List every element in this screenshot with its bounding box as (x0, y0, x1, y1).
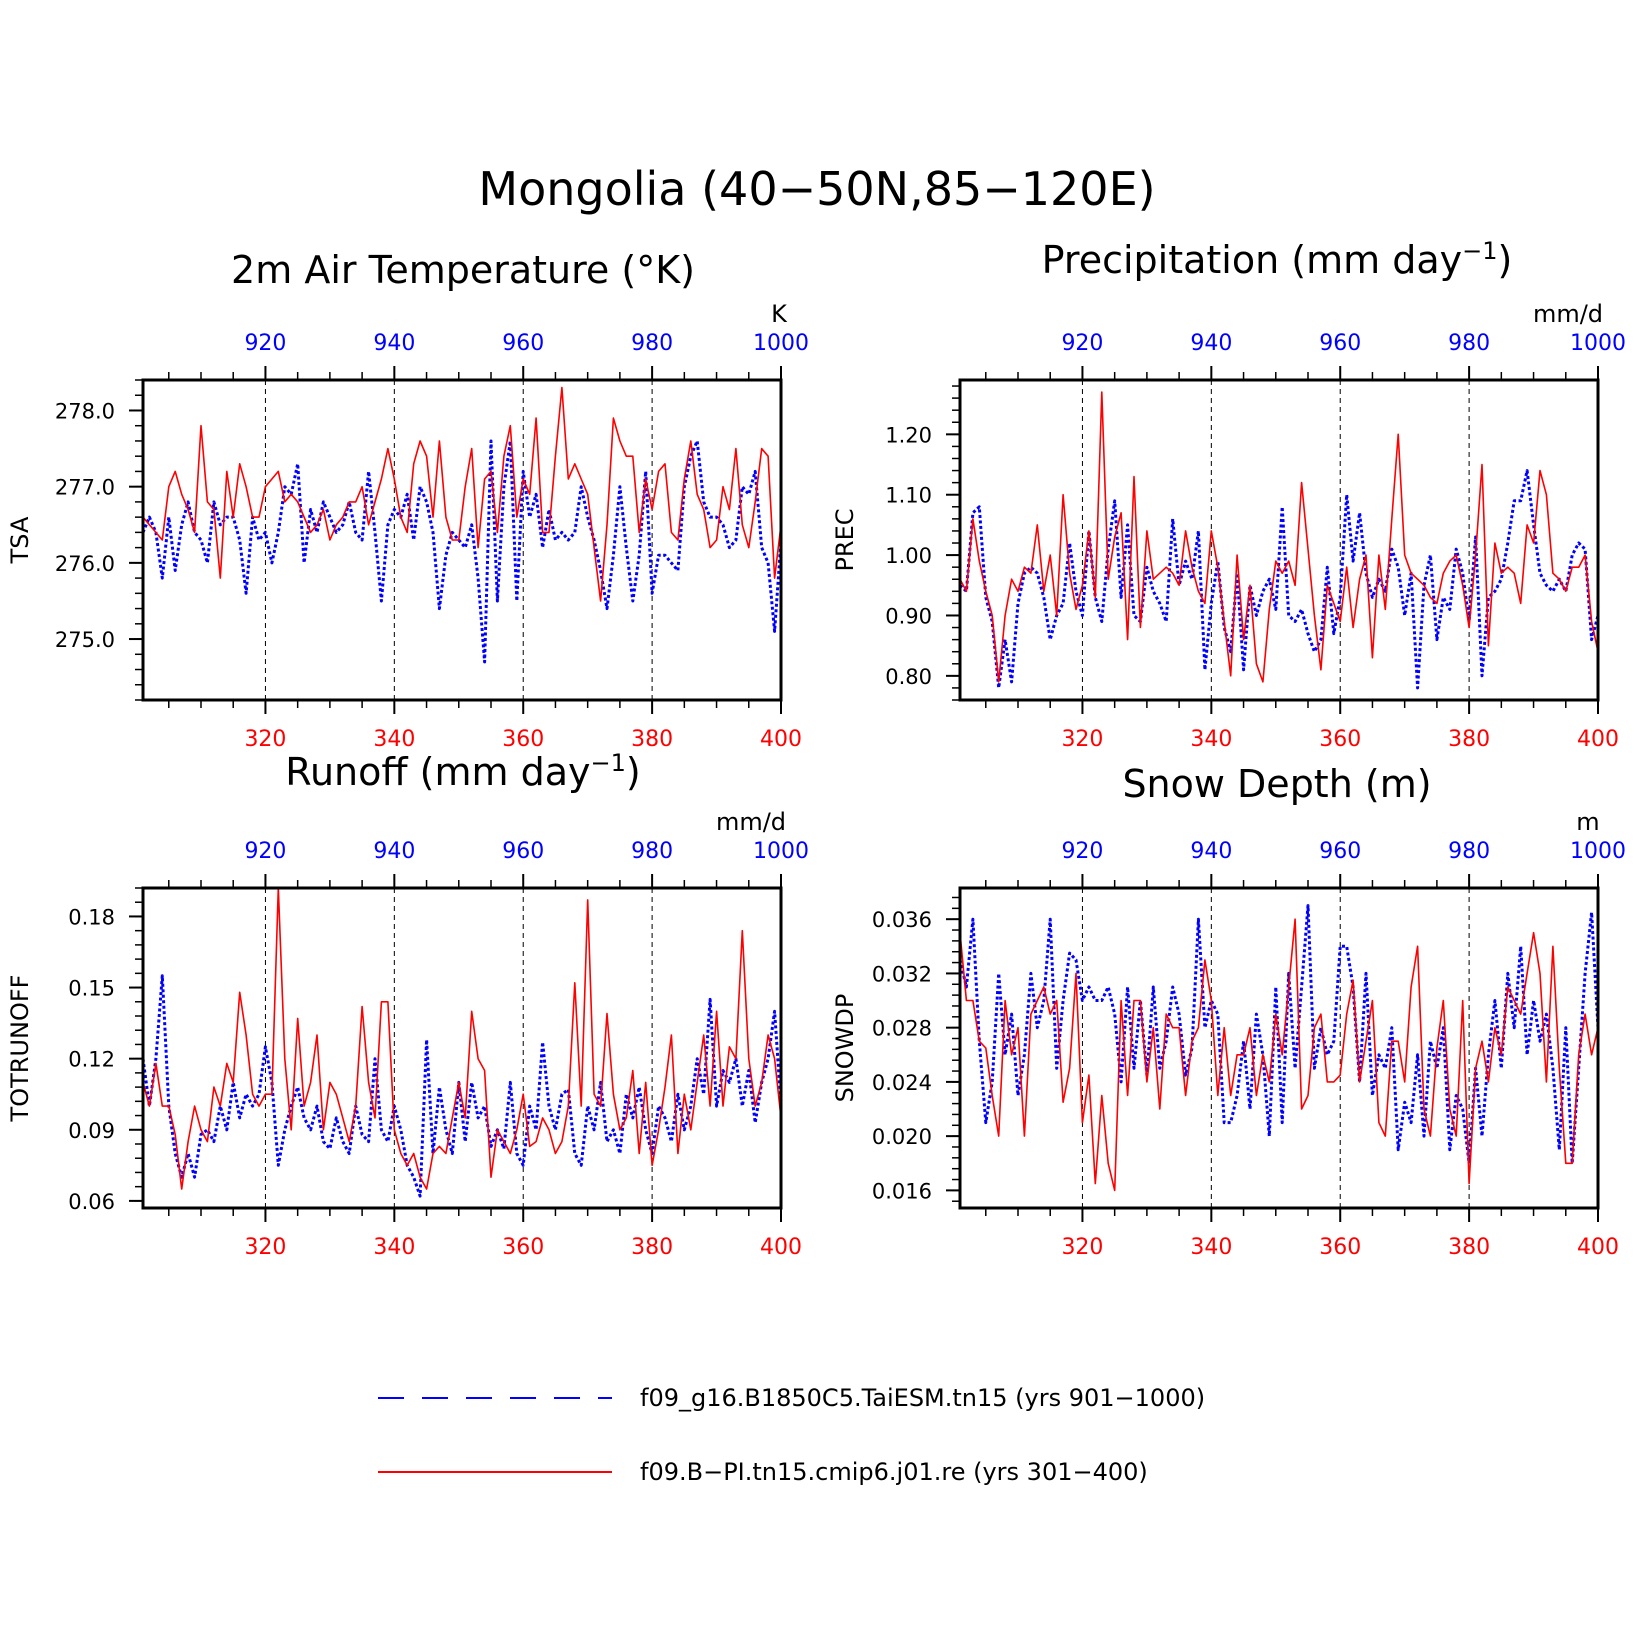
legend: f09_g16.B1850C5.TaiESM.tn15 (yrs 901−100… (378, 1384, 1205, 1486)
y-tick-label: 0.18 (68, 905, 115, 929)
units-label: K (771, 300, 788, 328)
x-tick-label-top: 920 (1061, 839, 1103, 864)
x-tick-label-bottom: 400 (760, 1235, 802, 1260)
panels: 2m Air Temperature (°K) 320 340 360 380 400 92… (6, 237, 1626, 1260)
title-suffix: ) (1498, 238, 1513, 282)
x-tick-label-bottom: 340 (1190, 1235, 1232, 1260)
x-tick-label-top: 940 (373, 839, 415, 864)
series-line-blue (958, 469, 1600, 690)
x-tick-label-top: 1000 (1570, 839, 1626, 864)
series-line-red (142, 887, 782, 1190)
y-tick-label: 0.028 (872, 1017, 932, 1041)
y-tick-label: 275.0 (55, 628, 115, 652)
series-line-blue (958, 904, 1600, 1165)
series-line-blue (141, 974, 783, 1198)
x-tick-label-top: 940 (1190, 839, 1232, 864)
x-tick-label-bottom: 360 (1319, 727, 1361, 752)
plot-frame (141, 886, 783, 1210)
y-tick-label: 0.06 (68, 1190, 115, 1214)
x-tick-label-top: 920 (244, 839, 286, 864)
y-tick-label: 1.20 (885, 423, 932, 447)
series-line-red (959, 918, 1599, 1192)
title-superscript: −1 (1462, 237, 1497, 265)
x-tick-label-bottom: 360 (502, 727, 544, 752)
panel-title: 2m Air Temperature (°K) (231, 248, 695, 292)
y-tick-label: 1.00 (885, 544, 932, 568)
x-tick-label-bottom: 400 (760, 727, 802, 752)
y-tick-label: 0.09 (68, 1119, 115, 1143)
panel-title: Runoff (mm day−1) (285, 749, 640, 794)
x-tick-label-top: 940 (373, 331, 415, 356)
x-tick-label-bottom: 360 (1319, 1235, 1361, 1260)
y-tick-label: 0.032 (872, 962, 932, 986)
x-tick-label-bottom: 380 (1448, 727, 1490, 752)
series-line-red (142, 386, 782, 602)
y-tick-label: 276.0 (55, 552, 115, 576)
y-tick-label: 0.016 (872, 1179, 932, 1203)
y-axis-label: SNOWDP (831, 994, 859, 1103)
x-tick-label-top: 1000 (1570, 331, 1626, 356)
x-tick-label-top: 980 (631, 839, 673, 864)
x-tick-label-bottom: 340 (373, 1235, 415, 1260)
y-axis-label: TOTRUNOFF (6, 975, 34, 1123)
y-axis-label: PREC (831, 508, 859, 571)
x-tick-label-top: 960 (1319, 331, 1361, 356)
y-tick-label: 0.024 (872, 1071, 932, 1095)
panel-4: Snow Depth (m) 320 340 360 380 400 920 940 960 98… (831, 762, 1626, 1260)
y-tick-label: 1.10 (885, 484, 932, 508)
plot-frame (141, 378, 783, 702)
series-line-red (959, 391, 1599, 683)
x-tick-label-top: 980 (1448, 839, 1490, 864)
x-tick-label-top: 920 (1061, 331, 1103, 356)
x-tick-label-top: 960 (502, 839, 544, 864)
x-tick-label-bottom: 320 (244, 1235, 286, 1260)
y-tick-label: 0.12 (68, 1048, 115, 1072)
panel-title: Snow Depth (m) (1122, 762, 1431, 806)
panel-3: Runoff (mm day−1) 320 340 360 380 400 920 940 96… (6, 749, 809, 1260)
y-axis-label: TSA (6, 516, 34, 564)
units-label: m (1576, 808, 1599, 836)
title-suffix: ) (626, 750, 641, 794)
x-tick-label-bottom: 340 (373, 727, 415, 752)
plot-frame (958, 886, 1600, 1210)
panel-2: Precipitation (mm day−1) 320 340 360 380 400 9… (831, 237, 1626, 752)
x-tick-label-top: 980 (631, 331, 673, 356)
series-line-blue (141, 439, 783, 664)
x-tick-label-top: 940 (1190, 331, 1232, 356)
legend-label-blue: f09_g16.B1850C5.TaiESM.tn15 (yrs 901−100… (640, 1384, 1205, 1412)
units-label: mm/d (1533, 300, 1603, 328)
plot-frame (958, 378, 1600, 702)
y-tick-label: 277.0 (55, 476, 115, 500)
title-superscript: −1 (591, 749, 626, 777)
x-tick-label-bottom: 380 (631, 727, 673, 752)
units-label: mm/d (716, 808, 786, 836)
x-tick-label-top: 920 (244, 331, 286, 356)
y-tick-label: 0.80 (885, 665, 932, 689)
x-tick-label-top: 1000 (753, 331, 809, 356)
x-tick-label-bottom: 380 (1448, 1235, 1490, 1260)
y-tick-label: 0.036 (872, 908, 932, 932)
legend-label-red: f09.B−PI.tn15.cmip6.j01.re (yrs 301−400) (640, 1458, 1148, 1486)
x-tick-label-bottom: 380 (631, 1235, 673, 1260)
x-tick-label-bottom: 320 (1061, 1235, 1103, 1260)
x-tick-label-bottom: 320 (1061, 727, 1103, 752)
figure-title: Mongolia (40−50N,85−120E) (478, 162, 1155, 216)
x-tick-label-top: 1000 (753, 839, 809, 864)
x-tick-label-top: 980 (1448, 331, 1490, 356)
panel-title: Precipitation (mm day−1) (1042, 237, 1513, 282)
panel-1: 2m Air Temperature (°K) 320 340 360 380 400 92… (6, 248, 809, 752)
x-tick-label-top: 960 (1319, 839, 1361, 864)
y-tick-label: 278.0 (55, 399, 115, 423)
x-tick-label-bottom: 340 (1190, 727, 1232, 752)
x-tick-label-bottom: 400 (1577, 727, 1619, 752)
y-tick-label: 0.15 (68, 977, 115, 1001)
y-tick-label: 0.90 (885, 604, 932, 628)
x-tick-label-bottom: 360 (502, 1235, 544, 1260)
y-tick-label: 0.020 (872, 1125, 932, 1149)
x-tick-label-bottom: 400 (1577, 1235, 1619, 1260)
x-tick-label-top: 960 (502, 331, 544, 356)
x-tick-label-bottom: 320 (244, 727, 286, 752)
